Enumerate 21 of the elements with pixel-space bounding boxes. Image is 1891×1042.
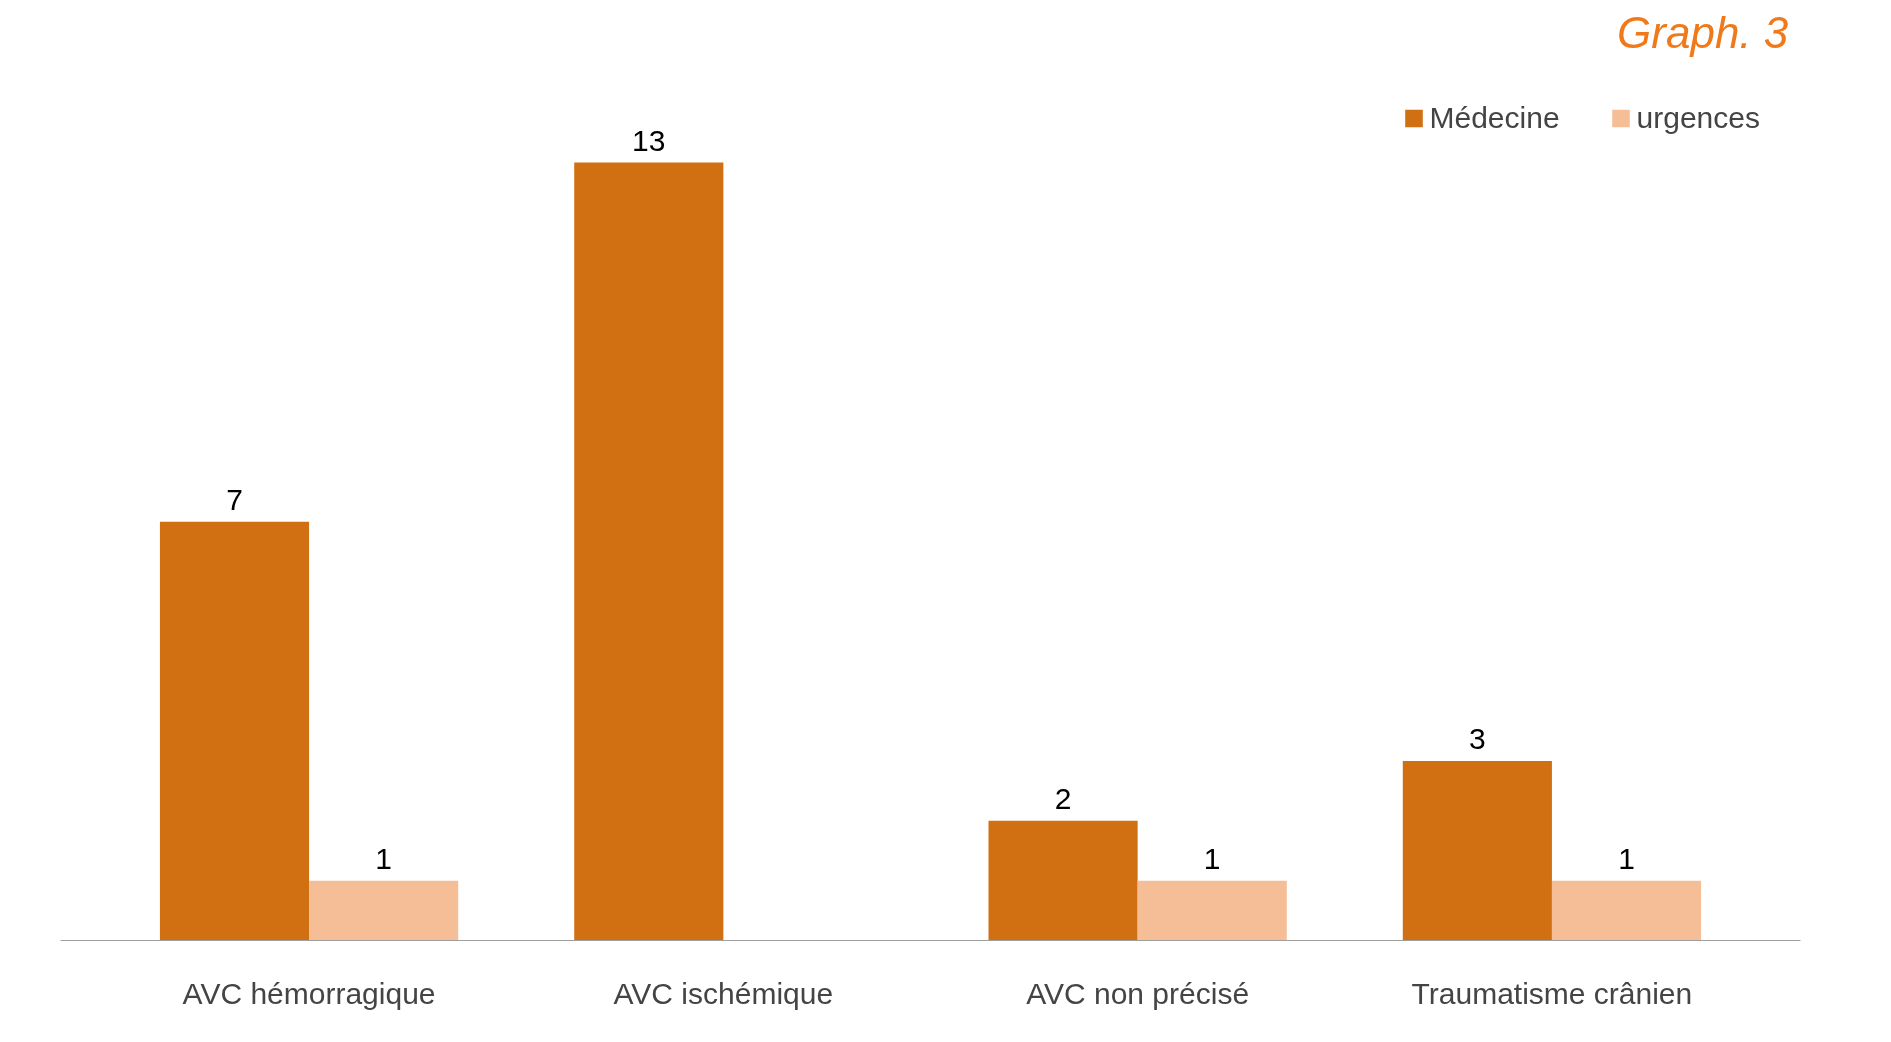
data-label: 1	[1618, 841, 1635, 875]
data-label: 13	[632, 123, 666, 157]
bar	[1402, 760, 1552, 941]
x-tick-label: AVC hémorragique	[182, 976, 436, 1010]
data-label: 3	[1469, 721, 1486, 755]
bar	[574, 162, 724, 941]
bar	[1137, 880, 1287, 941]
data-label: 7	[226, 482, 243, 516]
data-label: 2	[1054, 781, 1072, 815]
bar	[309, 880, 459, 941]
legend-label: Médecine	[1429, 101, 1560, 135]
bar	[1551, 880, 1702, 941]
data-label: 1	[375, 841, 392, 875]
x-tick-label: AVC non précisé	[1026, 976, 1250, 1010]
chart-title: Graph. 3	[1617, 7, 1789, 57]
data-label: 1	[1203, 841, 1221, 875]
x-tick-label: AVC ischémique	[613, 976, 834, 1010]
x-tick-label: Traumatisme crânien	[1411, 976, 1693, 1010]
bar	[988, 820, 1138, 941]
bar	[159, 521, 310, 941]
legend-label: urgences	[1636, 101, 1760, 135]
